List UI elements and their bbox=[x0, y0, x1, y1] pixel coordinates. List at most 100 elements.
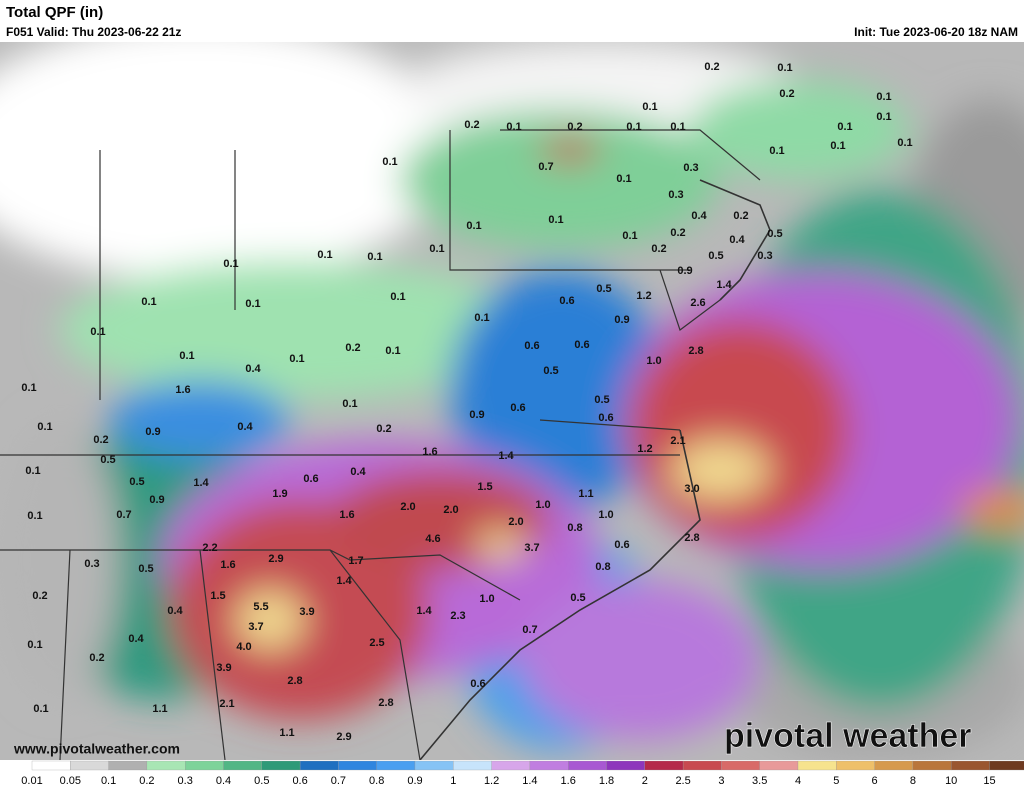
qpf-label: 0.8 bbox=[595, 561, 610, 573]
qpf-label: 0.4 bbox=[128, 633, 144, 645]
qpf-label: 0.1 bbox=[670, 121, 685, 133]
qpf-label: 3.9 bbox=[299, 606, 314, 618]
legend-swatch bbox=[492, 761, 530, 770]
qpf-label: 0.4 bbox=[237, 421, 253, 433]
qpf-label: 0.2 bbox=[32, 590, 47, 602]
legend-label: 10 bbox=[945, 775, 957, 787]
qpf-label: 0.5 bbox=[100, 454, 115, 466]
qpf-label: 2.8 bbox=[378, 697, 393, 709]
qpf-label: 0.3 bbox=[757, 250, 772, 262]
qpf-label: 2.1 bbox=[219, 698, 234, 710]
qpf-label: 0.1 bbox=[897, 137, 912, 149]
qpf-label: 2.8 bbox=[684, 532, 699, 544]
qpf-label: 0.3 bbox=[683, 162, 698, 174]
qpf-label: 0.1 bbox=[223, 258, 238, 270]
qpf-label: 0.2 bbox=[670, 227, 685, 239]
qpf-label: 0.1 bbox=[27, 510, 42, 522]
qpf-label: 2.3 bbox=[450, 610, 465, 622]
qpf-label: 1.5 bbox=[210, 590, 225, 602]
qpf-label: 0.5 bbox=[596, 283, 611, 295]
qpf-label: 2.0 bbox=[443, 504, 458, 516]
legend-label: 0.6 bbox=[292, 775, 307, 787]
legend-label: 1 bbox=[450, 775, 456, 787]
legend-label: 2 bbox=[642, 775, 648, 787]
qpf-label: 0.9 bbox=[145, 426, 160, 438]
qpf-label: 0.1 bbox=[626, 121, 641, 133]
qpf-label: 0.3 bbox=[84, 558, 99, 570]
qpf-label: 0.1 bbox=[429, 243, 444, 255]
qpf-label: 0.1 bbox=[474, 312, 489, 324]
legend-swatch bbox=[377, 761, 415, 770]
qpf-label: 2.1 bbox=[670, 435, 685, 447]
qpf-label: 1.4 bbox=[716, 279, 732, 291]
qpf-label: 0.5 bbox=[570, 592, 585, 604]
qpf-label: 1.5 bbox=[477, 481, 492, 493]
legend-swatch bbox=[70, 761, 108, 770]
qpf-label: 1.2 bbox=[636, 290, 651, 302]
qpf-label: 0.4 bbox=[691, 210, 707, 222]
qpf-label: 3.7 bbox=[524, 542, 539, 554]
qpf-label: 0.5 bbox=[543, 365, 558, 377]
qpf-label: 0.6 bbox=[510, 402, 525, 414]
qpf-label: 0.1 bbox=[830, 140, 845, 152]
legend-label: 3 bbox=[718, 775, 724, 787]
qpf-label: 1.4 bbox=[416, 605, 432, 617]
qpf-label: 0.1 bbox=[390, 291, 405, 303]
qpf-label: 0.1 bbox=[367, 251, 382, 263]
legend-swatch bbox=[147, 761, 185, 770]
qpf-label: 2.9 bbox=[336, 731, 351, 743]
legend-label: 0.7 bbox=[331, 775, 346, 787]
qpf-label: 2.9 bbox=[268, 553, 283, 565]
qpf-label: 2.6 bbox=[690, 297, 705, 309]
legend-label: 1.8 bbox=[599, 775, 614, 787]
legend-label: 6 bbox=[872, 775, 878, 787]
legend-swatch bbox=[875, 761, 913, 770]
qpf-label: 0.1 bbox=[37, 421, 52, 433]
legend-label: 0.1 bbox=[101, 775, 116, 787]
qpf-label: 1.7 bbox=[348, 555, 363, 567]
qpf-label: 1.0 bbox=[479, 593, 494, 605]
qpf-label: 0.6 bbox=[614, 539, 629, 551]
qpf-label: 0.8 bbox=[567, 522, 582, 534]
qpf-label: 0.9 bbox=[149, 494, 164, 506]
qpf-label: 2.0 bbox=[508, 516, 523, 528]
legend-swatch bbox=[185, 761, 223, 770]
legend-label: 8 bbox=[910, 775, 916, 787]
legend-swatch bbox=[262, 761, 300, 770]
legend-swatch bbox=[951, 761, 989, 770]
legend-label: 3.5 bbox=[752, 775, 767, 787]
legend-swatch bbox=[913, 761, 951, 770]
qpf-label: 0.6 bbox=[574, 339, 589, 351]
qpf-label: 0.1 bbox=[342, 398, 357, 410]
qpf-label: 0.2 bbox=[89, 652, 104, 664]
legend-swatch bbox=[300, 761, 338, 770]
qpf-label: 1.1 bbox=[279, 727, 294, 739]
qpf-label: 4.6 bbox=[425, 533, 440, 545]
qpf-label: 0.6 bbox=[470, 678, 485, 690]
qpf-label: 0.5 bbox=[138, 563, 153, 575]
qpf-label: 2.2 bbox=[202, 542, 217, 554]
qpf-label: 2.5 bbox=[369, 637, 384, 649]
qpf-label: 3.7 bbox=[248, 621, 263, 633]
qpf-label: 0.4 bbox=[350, 466, 366, 478]
legend-swatch bbox=[453, 761, 491, 770]
legend-swatch bbox=[32, 761, 70, 770]
qpf-label: 0.1 bbox=[837, 121, 852, 133]
qpf-label: 1.6 bbox=[220, 559, 235, 571]
legend-label: 2.5 bbox=[675, 775, 690, 787]
valid-time: F051 Valid: Thu 2023-06-22 21z bbox=[6, 25, 181, 39]
qpf-label: 0.1 bbox=[90, 326, 105, 338]
qpf-label: 0.5 bbox=[129, 476, 144, 488]
qpf-label: 0.5 bbox=[708, 250, 723, 262]
qpf-label: 4.0 bbox=[236, 641, 251, 653]
qpf-label: 0.1 bbox=[642, 101, 657, 113]
legend-label: 0.2 bbox=[139, 775, 154, 787]
qpf-label: 0.1 bbox=[548, 214, 563, 226]
qpf-label: 0.1 bbox=[179, 350, 194, 362]
legend-label: 0.05 bbox=[60, 775, 81, 787]
qpf-label: 0.9 bbox=[677, 265, 692, 277]
legend-swatch bbox=[338, 761, 376, 770]
